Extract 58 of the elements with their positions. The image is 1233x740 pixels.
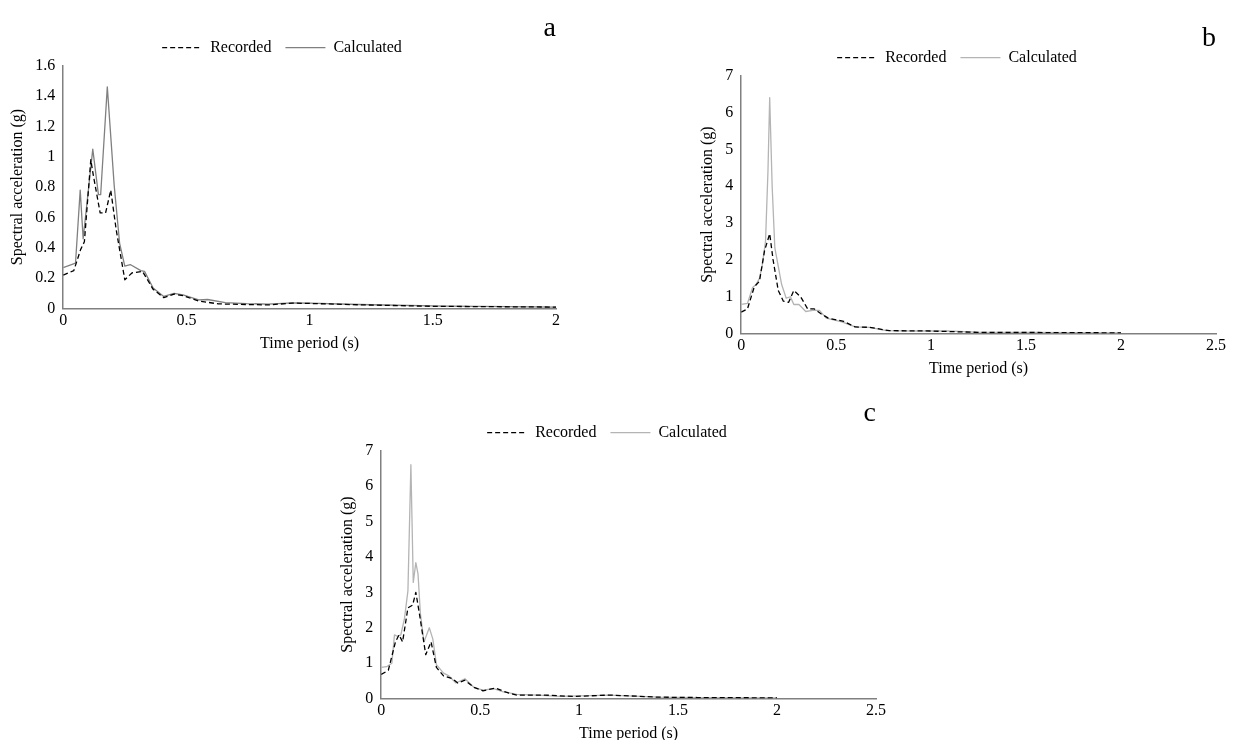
y-tick-label: 1 [725,286,734,304]
legend-label: Recorded [210,37,272,55]
legend-label: Calculated [658,422,727,440]
x-tick-label: 2 [1117,336,1126,354]
x-tick-label: 2 [552,311,560,329]
y-tick-label: 3 [725,213,734,231]
x-tick-label: 1.5 [422,311,443,329]
y-tick-label: 1.2 [35,116,56,134]
y-tick-label: 3 [365,582,374,600]
x-tick-label: 0 [377,701,386,719]
x-tick-label: 2.5 [1206,336,1226,354]
x-axis-title: Time period (s) [929,358,1029,377]
y-tick-label: 5 [365,511,374,529]
y-tick-label: 7 [725,65,734,83]
line-series [741,233,1122,334]
chart-title: c [863,396,876,428]
y-tick-label: 0 [47,298,56,316]
legend-label: Recorded [535,422,597,440]
y-tick-label: 4 [725,176,734,194]
y-tick-label: 2 [365,617,374,635]
x-tick-label: 1 [305,311,314,329]
y-tick-label: 1 [47,146,56,164]
y-tick-label: 6 [725,102,734,120]
y-axis-title: Spectral acceleration (g) [7,108,26,266]
y-tick-label: 6 [365,476,374,494]
x-tick-label: 0 [59,311,68,329]
y-axis-title: Spectral acceleration (g) [337,496,356,653]
y-tick-label: 0.4 [35,238,56,256]
y-tick-label: 5 [725,139,734,157]
y-tick-label: 0.8 [35,177,56,195]
y-tick-label: 4 [365,547,374,565]
x-tick-label: 1 [927,336,936,354]
line-series [381,591,778,699]
y-tick-label: 1.4 [35,86,56,104]
x-tick-label: 1 [575,701,584,719]
y-tick-label: 0 [365,688,374,706]
legend-label: Calculated [333,37,402,55]
x-tick-label: 0 [737,336,746,354]
x-tick-label: 0.5 [826,336,847,354]
x-tick-label: 2.5 [866,701,886,719]
y-tick-label: 0 [725,323,734,341]
y-axis-title: Spectral acceleration (g) [697,126,716,283]
y-tick-label: 7 [365,440,374,458]
x-axis-title: Time period (s) [260,333,360,352]
y-tick-label: 2 [725,250,734,268]
x-tick-label: 1.5 [668,701,689,719]
chart-title: b [1202,21,1216,53]
x-tick-label: 2 [773,701,782,719]
legend-label: Calculated [1008,47,1077,65]
legend-label: Recorded [885,47,947,65]
chart-title: a [543,11,557,43]
x-tick-label: 1.5 [1016,336,1037,354]
x-tick-label: 0.5 [176,311,197,329]
y-tick-label: 0.2 [35,268,56,286]
y-tick-label: 1.6 [35,55,56,73]
y-tick-label: 0.6 [35,207,56,225]
y-tick-label: 1 [365,653,374,671]
x-tick-label: 0.5 [470,701,491,719]
